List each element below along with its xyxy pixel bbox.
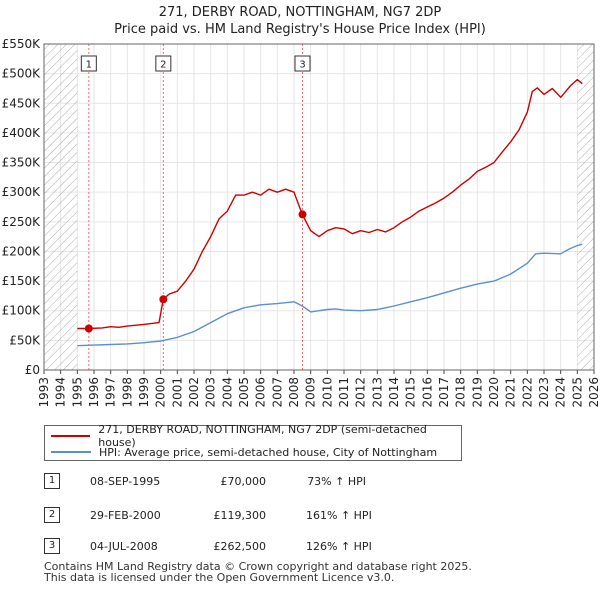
y-tick-label: £500K	[2, 67, 42, 81]
transaction-row: 2 29-FEB-2000 £119,300 161% ↑ HPI	[44, 505, 372, 525]
transaction-price: £262,500	[213, 539, 267, 553]
chart-subtitle: Price paid vs. HM Land Registry's House …	[114, 22, 486, 37]
x-tick-label: 2000	[154, 377, 168, 408]
transaction-label-number: 2	[160, 60, 166, 71]
x-tick-label: 2009	[304, 377, 318, 408]
x-tick-label: 1998	[120, 377, 134, 408]
transaction-hpi-change: 126% ↑ HPI	[306, 539, 372, 553]
x-tick-label: 2024	[554, 377, 568, 408]
transaction-price: £119,300	[213, 508, 267, 522]
footer-attribution: Contains HM Land Registry data © Crown c…	[44, 561, 472, 583]
y-tick-label: £250K	[2, 215, 42, 229]
footer-copyright: Contains HM Land Registry data © Crown c…	[44, 560, 472, 573]
x-tick-label: 2022	[520, 377, 534, 408]
transaction-number: 1	[44, 473, 60, 489]
x-tick-label: 1993	[37, 377, 51, 408]
x-tick-label: 1997	[104, 377, 118, 408]
x-tick-label: 2016	[420, 377, 434, 408]
transaction-number: 3	[44, 538, 60, 554]
legend-swatch-property	[51, 435, 91, 437]
x-tick-label: 2008	[287, 377, 301, 408]
x-tick-label: 2023	[537, 377, 551, 408]
y-tick-label: £450K	[2, 96, 42, 110]
y-tick-label: £400K	[2, 126, 42, 140]
x-tick-label: 2007	[270, 377, 284, 408]
transaction-row: 3 04-JUL-2008 £262,500 126% ↑ HPI	[44, 536, 372, 556]
legend-item-property: 271, DERBY ROAD, NOTTINGHAM, NG7 2DP (se…	[51, 423, 461, 449]
footer-license: This data is licensed under the Open Gov…	[44, 571, 395, 584]
property-price-line	[77, 78, 583, 330]
transaction-label-box	[155, 55, 172, 72]
y-tick-label: £0	[25, 363, 40, 377]
x-tick-label: 2004	[220, 377, 234, 408]
transaction-point	[159, 295, 168, 304]
y-tick-label: £550K	[2, 37, 42, 51]
hatch-region-after	[577, 44, 594, 370]
transaction-date: 29-FEB-2000	[90, 508, 161, 522]
transaction-point	[298, 210, 307, 219]
transaction-label-box	[294, 55, 311, 72]
transaction-hpi-change: 161% ↑ HPI	[306, 508, 372, 522]
transaction-date: 04-JUL-2008	[90, 539, 158, 553]
transaction-date: 08-SEP-1995	[90, 474, 161, 488]
transaction-price: £70,000	[220, 474, 267, 488]
legend-label-hpi: HPI: Average price, semi-detached house,…	[99, 445, 438, 459]
x-tick-label: 2018	[454, 377, 468, 408]
x-tick-label: 1994	[54, 377, 68, 408]
y-tick-label: £50K	[9, 333, 41, 347]
y-tick-label: £100K	[2, 304, 42, 318]
y-tick-label: £300K	[2, 185, 42, 199]
legend-swatch-hpi	[51, 451, 91, 453]
transaction-label-box	[80, 55, 97, 72]
legend-item-hpi: HPI: Average price, semi-detached house,…	[51, 444, 437, 460]
x-tick-label: 2003	[204, 377, 218, 408]
x-tick-label: 2026	[587, 377, 600, 408]
x-tick-label: 2014	[387, 377, 401, 408]
price-chart: £0 £50K £100K £150K £200K £250K £300K £350K £400…	[2, 37, 600, 408]
x-tick-label: 1996	[87, 377, 101, 408]
transaction-point	[84, 324, 93, 333]
y-tick-label: £150K	[2, 274, 42, 288]
transaction-hpi-change: 73% ↑ HPI	[307, 474, 366, 488]
y-tick-label: £200K	[2, 244, 42, 258]
chart-title: 271, DERBY ROAD, NOTTINGHAM, NG7 2DP	[158, 5, 442, 20]
plot-area	[44, 44, 594, 370]
x-tick-label: 2015	[404, 377, 418, 408]
x-tick-label: 2012	[354, 377, 368, 408]
x-tick-label: 2025	[570, 377, 584, 408]
x-tick-label: 2002	[187, 377, 201, 408]
x-tick-label: 2017	[437, 377, 451, 408]
x-tick-label: 2020	[487, 377, 501, 408]
transaction-label-number: 1	[86, 60, 92, 71]
x-tick-label: 2005	[237, 377, 251, 408]
transaction-row: 1 08-SEP-1995 £70,000 73% ↑ HPI	[44, 471, 366, 491]
hpi-line	[77, 243, 583, 347]
x-tick-label: 1995	[70, 377, 84, 408]
x-tick-label: 2019	[470, 377, 484, 408]
transaction-label-number: 3	[299, 60, 305, 71]
chart-legend: 271, DERBY ROAD, NOTTINGHAM, NG7 2DP (se…	[44, 423, 462, 461]
plot-frame	[43, 43, 595, 371]
transaction-number: 2	[44, 507, 60, 523]
y-tick-label: £350K	[2, 156, 42, 170]
legend-label-property: 271, DERBY ROAD, NOTTINGHAM, NG7 2DP (se…	[98, 423, 427, 449]
x-tick-label: 1999	[137, 377, 151, 408]
x-tick-label: 2013	[370, 377, 384, 408]
hatch-region-before	[44, 44, 78, 370]
x-tick-label: 2010	[320, 377, 334, 408]
x-tick-label: 2011	[337, 377, 351, 408]
x-tick-label: 2006	[254, 377, 268, 408]
x-tick-label: 2001	[170, 377, 184, 408]
x-tick-label: 2021	[504, 377, 518, 408]
